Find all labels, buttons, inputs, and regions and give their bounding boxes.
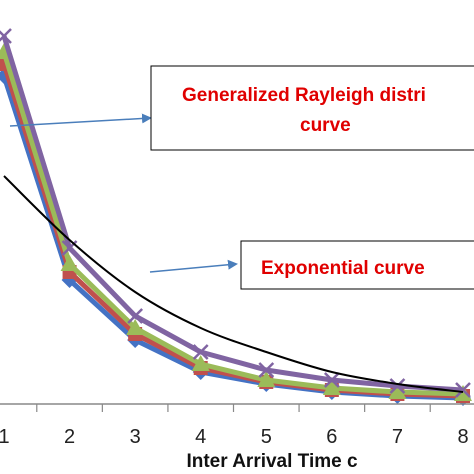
series-line — [1, 51, 464, 397]
x-tick-label: 8 — [457, 426, 468, 448]
data-point — [191, 355, 210, 371]
x-tick-label: 5 — [261, 426, 272, 448]
data-point — [323, 372, 340, 388]
data-point — [389, 378, 406, 394]
series-layer — [0, 28, 472, 406]
annotation-exponential-text: Exponential curve — [261, 258, 425, 279]
data-point — [257, 371, 276, 387]
annotation-rayleigh: Generalized Rayleigh distri curve — [9, 65, 474, 151]
data-point — [322, 379, 341, 395]
annotation-rayleigh-line1: Generalized Rayleigh distri — [182, 85, 426, 106]
series-4 — [3, 175, 464, 393]
x-tick-label: 3 — [130, 426, 141, 448]
x-tick-label: 2 — [64, 426, 75, 448]
annotation-rayleigh-box — [150, 65, 474, 151]
data-point — [455, 382, 471, 398]
annotation-exponential-arrow — [149, 259, 238, 273]
data-point — [127, 308, 144, 324]
data-point — [454, 385, 472, 401]
series-line — [3, 175, 464, 393]
data-point — [126, 319, 145, 335]
x-tick-label: 7 — [392, 426, 403, 448]
x-tick-label: 6 — [326, 426, 337, 448]
annotation-rayleigh-arrow — [9, 113, 152, 127]
data-point — [192, 344, 209, 360]
series-line — [1, 35, 464, 393]
x-axis-ticks: 1 2 3 4 5 6 7 8 — [0, 404, 469, 448]
data-point — [60, 255, 79, 271]
x-tick-label: 1 — [0, 426, 10, 448]
annotation-exponential: Exponential curve — [149, 240, 474, 290]
data-point — [388, 383, 407, 399]
data-point — [0, 28, 12, 44]
annotation-exponential-box — [240, 240, 474, 290]
data-point — [258, 362, 275, 378]
series-3 — [0, 28, 471, 398]
x-axis-title: Inter Arrival Time c — [186, 451, 358, 472]
annotation-rayleigh-line2: curve — [300, 115, 351, 136]
x-tick-label: 4 — [195, 426, 206, 448]
